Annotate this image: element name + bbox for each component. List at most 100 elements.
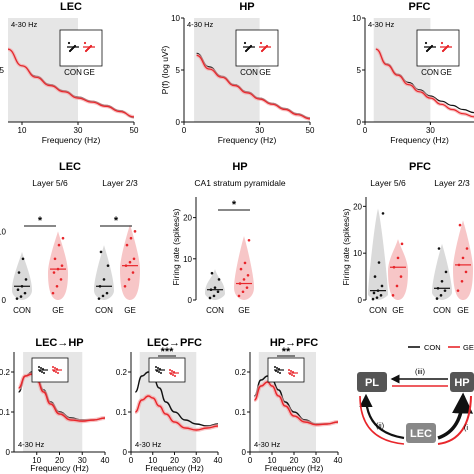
x-tick-label: 40	[214, 456, 223, 465]
data-point	[51, 291, 55, 295]
band-label: 4-30 Hz	[254, 440, 281, 449]
data-point	[17, 271, 21, 274]
violin-ge	[388, 239, 408, 300]
data-point	[127, 278, 131, 281]
y-tick-label: 0.1	[0, 408, 11, 417]
x-tick-label: 50	[306, 126, 315, 135]
data-point	[375, 296, 379, 299]
data-point	[128, 260, 132, 264]
data-point	[371, 297, 375, 301]
inset-point	[52, 366, 54, 368]
inset-box	[31, 357, 69, 383]
y-tick-label: 10	[353, 249, 362, 258]
inset-point	[288, 369, 290, 371]
inset-point	[279, 372, 281, 374]
y-tick-label: 0.2	[116, 368, 128, 377]
data-point	[16, 288, 20, 292]
inset-point	[57, 372, 59, 374]
panel-title: LEC	[60, 1, 82, 13]
x-tick-label: 0	[248, 456, 253, 465]
edge-lec-pl	[359, 393, 405, 440]
panel-title: LEC	[59, 161, 81, 173]
inset-point	[293, 375, 295, 377]
firing-rate-row: LEC Layer 5/6 Layer 2/3 10 0 CON GE CON GE * * HP CA…	[0, 161, 473, 315]
inset-point	[172, 374, 174, 376]
inset-point	[290, 370, 292, 372]
series-ge-line	[7, 48, 135, 118]
y-tick-label: 0.1	[116, 408, 128, 417]
node-lec	[406, 423, 436, 443]
data-point	[379, 294, 383, 297]
x-tick-label: 50	[130, 126, 139, 135]
y-axis-label: P(f) (log uV²)	[160, 46, 170, 95]
x-tick-label: 40	[334, 456, 343, 465]
edge-label: (ii)	[376, 421, 385, 430]
x-tick-label: 30	[426, 126, 435, 135]
violin-con	[94, 245, 114, 300]
data-point	[237, 294, 241, 298]
x-tick-label: CON	[206, 306, 224, 315]
x-tick-label: 30	[74, 126, 83, 135]
x-tick-label: CON	[13, 306, 31, 315]
violin-ge	[48, 231, 68, 300]
inset-point	[424, 41, 428, 45]
data-point	[210, 271, 214, 275]
inset-point	[276, 367, 278, 369]
x-tick-label: 0	[363, 126, 368, 135]
band-label: 4-30 Hz	[18, 440, 45, 449]
inset-point	[155, 366, 157, 368]
data-point	[461, 256, 465, 260]
panel-subtitle: Layer 2/3	[434, 178, 470, 188]
data-point	[372, 291, 376, 295]
inset-point	[40, 367, 42, 369]
x-tick-label: GE	[52, 306, 64, 315]
x-tick-label: CON	[95, 306, 113, 315]
significance-star: *	[232, 199, 237, 211]
series-con-line	[134, 371, 219, 427]
panel-title: HP	[232, 161, 247, 173]
y-tick-label: 10	[183, 255, 192, 264]
inset-point	[41, 371, 43, 373]
x-tick-label: 30	[312, 456, 321, 465]
panel-subtitle: Layer 5/6	[370, 178, 406, 188]
x-tick-label: 20	[55, 456, 64, 465]
data-point	[391, 294, 395, 297]
data-point	[439, 294, 443, 297]
node-label: PL	[365, 377, 379, 389]
inset-point	[171, 370, 173, 372]
series-ge-line	[196, 54, 311, 120]
data-point	[381, 212, 385, 215]
y-tick-label: 0.1	[235, 408, 247, 417]
inset-box	[416, 29, 460, 67]
data-point	[217, 278, 221, 281]
inset-box	[235, 29, 279, 67]
node-hp	[450, 372, 474, 392]
inset-point	[83, 41, 87, 45]
data-point	[465, 247, 469, 250]
inset-category: GE	[83, 68, 95, 77]
data-point	[437, 247, 441, 250]
panel-title: LEC→PFC	[147, 337, 202, 349]
edge-lec-pl-ge	[359, 395, 405, 445]
series-ge-line	[375, 48, 474, 118]
edge-lec-hp	[437, 392, 473, 440]
data-point	[129, 236, 133, 240]
series-ge-line	[18, 373, 106, 422]
y-tick-label: 0	[2, 296, 7, 305]
data-point	[395, 284, 399, 288]
data-point	[216, 290, 220, 294]
data-point	[377, 261, 381, 264]
data-point	[373, 275, 377, 278]
data-point	[380, 284, 384, 288]
band-label: 4-30 Hz	[11, 20, 38, 29]
data-point	[57, 243, 61, 247]
x-axis-label: Frequency (Hz)	[390, 135, 449, 145]
x-tick-label: 30	[78, 456, 87, 465]
data-point	[106, 264, 110, 267]
y-tick-label: 0.2	[0, 368, 11, 377]
inset-point	[55, 371, 57, 373]
x-tick-label: 20	[290, 456, 299, 465]
y-tick-label: 5	[357, 66, 362, 75]
data-point	[212, 294, 216, 298]
